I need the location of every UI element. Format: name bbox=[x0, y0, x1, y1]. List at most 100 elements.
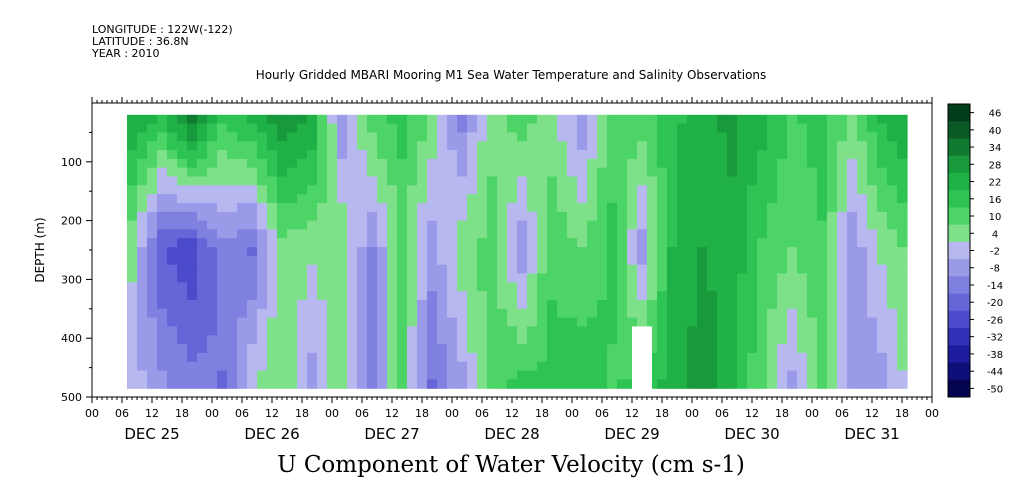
heatmap-cell bbox=[557, 229, 568, 239]
heatmap-cell bbox=[327, 211, 338, 222]
heatmap-cell bbox=[837, 255, 848, 266]
heatmap-cell bbox=[897, 203, 908, 213]
heatmap-cell bbox=[647, 247, 658, 257]
heatmap-cell bbox=[727, 317, 738, 327]
heatmap-cell bbox=[367, 282, 378, 292]
heatmap-cell bbox=[887, 167, 898, 178]
heatmap-cell bbox=[127, 141, 138, 151]
heatmap-cell bbox=[447, 123, 458, 133]
heatmap-cell bbox=[207, 370, 218, 380]
heatmap-cell bbox=[407, 123, 418, 133]
heatmap-cell bbox=[267, 379, 278, 389]
heatmap-cell bbox=[677, 141, 688, 151]
heatmap-cell bbox=[147, 211, 158, 222]
heatmap-cell bbox=[507, 123, 518, 133]
heatmap-cell bbox=[127, 361, 138, 372]
heatmap-cell bbox=[387, 123, 398, 133]
heatmap-cell bbox=[547, 238, 558, 248]
heatmap-cell bbox=[877, 255, 888, 266]
heatmap-cell bbox=[467, 194, 478, 204]
heatmap-cell bbox=[647, 379, 658, 389]
heatmap-cell bbox=[127, 185, 138, 195]
heatmap-cell bbox=[127, 123, 138, 133]
heatmap-cell bbox=[427, 317, 438, 327]
heatmap-cell bbox=[227, 185, 238, 195]
heatmap-cell bbox=[217, 317, 228, 327]
heatmap-cell bbox=[597, 273, 608, 283]
heatmap-cell bbox=[227, 247, 238, 257]
heatmap-cell bbox=[147, 273, 158, 283]
heatmap-cell bbox=[567, 282, 578, 292]
heatmap-cell bbox=[447, 335, 458, 345]
heatmap-cell bbox=[697, 150, 708, 160]
heatmap-cell bbox=[777, 211, 788, 222]
heatmap-cell bbox=[857, 176, 868, 186]
heatmap-cell bbox=[657, 211, 668, 222]
heatmap-cell bbox=[737, 123, 748, 133]
heatmap-cell bbox=[387, 317, 398, 327]
heatmap-cell bbox=[857, 247, 868, 257]
heatmap-cell bbox=[137, 308, 148, 319]
heatmap-cell bbox=[877, 132, 888, 142]
heatmap-cell bbox=[707, 238, 718, 248]
heatmap-cell bbox=[277, 264, 288, 275]
heatmap-cell bbox=[667, 194, 678, 204]
heatmap-cell bbox=[157, 317, 168, 327]
heatmap-cell bbox=[177, 203, 188, 213]
heatmap-cell bbox=[547, 229, 558, 239]
heatmap-cell bbox=[537, 282, 548, 292]
heatmap-cell bbox=[347, 247, 358, 257]
heatmap-cell bbox=[297, 344, 308, 354]
heatmap-cell bbox=[467, 317, 478, 327]
heatmap-cell bbox=[507, 194, 518, 204]
x-hour-label: 12 bbox=[265, 407, 279, 420]
heatmap-cell bbox=[437, 317, 448, 327]
heatmap-cell bbox=[707, 255, 718, 266]
heatmap-cell bbox=[507, 361, 518, 372]
heatmap-cell bbox=[697, 352, 708, 363]
heatmap-cell bbox=[377, 273, 388, 283]
heatmap-cell bbox=[127, 150, 138, 160]
heatmap-cell bbox=[687, 326, 698, 336]
heatmap-cell bbox=[467, 247, 478, 257]
heatmap-cell bbox=[707, 203, 718, 213]
heatmap-cell bbox=[147, 132, 158, 142]
heatmap-cell bbox=[277, 185, 288, 195]
heatmap-cell bbox=[297, 352, 308, 363]
heatmap-cell bbox=[397, 255, 408, 266]
heatmap-cell bbox=[647, 326, 658, 336]
heatmap-cell bbox=[817, 291, 828, 301]
heatmap-cell bbox=[347, 300, 358, 310]
heatmap-cell bbox=[787, 308, 798, 319]
heatmap-cell bbox=[587, 158, 598, 169]
heatmap-cell bbox=[207, 114, 218, 125]
heatmap-cell bbox=[797, 176, 808, 186]
heatmap-cell bbox=[437, 185, 448, 195]
heatmap-cell bbox=[127, 308, 138, 319]
heatmap-cell bbox=[477, 317, 488, 327]
heatmap-cell bbox=[197, 247, 208, 257]
heatmap-cell bbox=[707, 379, 718, 389]
heatmap-cell bbox=[217, 158, 228, 169]
heatmap-cell bbox=[497, 282, 508, 292]
heatmap-cell bbox=[487, 150, 498, 160]
heatmap-cell bbox=[467, 203, 478, 213]
heatmap-cell bbox=[217, 282, 228, 292]
heatmap-cell bbox=[517, 194, 528, 204]
heatmap-cell bbox=[247, 123, 258, 133]
heatmap-cell bbox=[127, 158, 138, 169]
heatmap-cell bbox=[847, 203, 858, 213]
heatmap-cell bbox=[137, 344, 148, 354]
heatmap-cell bbox=[637, 238, 648, 248]
heatmap-cell bbox=[547, 185, 558, 195]
heatmap-cell bbox=[417, 282, 428, 292]
heatmap-cell bbox=[567, 317, 578, 327]
heatmap-cell bbox=[627, 194, 638, 204]
heatmap-cell bbox=[457, 123, 468, 133]
heatmap-cell bbox=[617, 247, 628, 257]
heatmap-cell bbox=[757, 326, 768, 336]
heatmap-cell bbox=[437, 238, 448, 248]
heatmap-cell bbox=[387, 273, 398, 283]
heatmap-cell bbox=[497, 379, 508, 389]
heatmap-cell bbox=[147, 326, 158, 336]
